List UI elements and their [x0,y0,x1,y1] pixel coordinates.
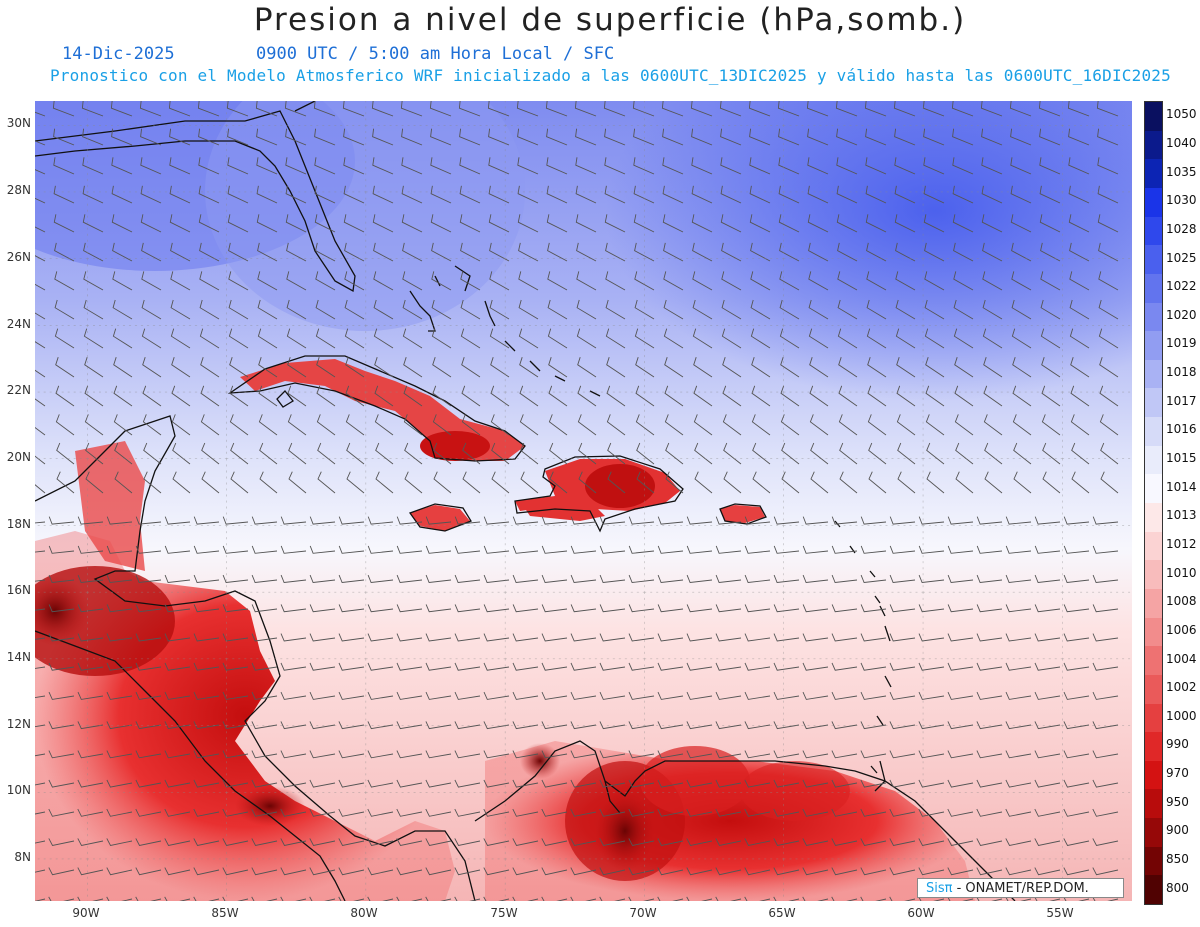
lat-label-12n: 12N [6,717,31,731]
legend-label: 1008 [1166,594,1197,609]
legend-label: 1017 [1166,393,1197,408]
legend-label: 1050 [1166,107,1197,122]
lat-label-28n: 28N [6,183,31,197]
legend-label: 1040 [1166,135,1197,150]
lat-label-10n: 10N [6,783,31,797]
lon-label-55w: 55W [1046,906,1074,920]
legend-swatch [1145,789,1162,819]
chart-title: Presion a nivel de superficie (hPa,somb.… [253,2,967,38]
legend-swatch [1145,588,1162,619]
pressure-map-svg [35,101,1132,901]
legend-swatch [1145,216,1162,246]
credit-box: Sisπ - ONAMET/REP.DOM. [917,878,1124,898]
legend-swatch [1145,760,1162,790]
legend-swatch [1145,646,1162,676]
legend-swatch [1145,159,1162,189]
lat-label-20n: 20N [6,450,31,464]
legend-swatch [1145,245,1162,275]
legend-label: 1002 [1166,680,1197,695]
legend-label: 1035 [1166,164,1197,179]
legend-swatch [1145,503,1162,533]
legend-label: 1019 [1166,336,1197,351]
legend-swatch [1145,560,1162,590]
lon-label-65w: 65W [768,906,796,920]
legend-label: 1010 [1166,565,1197,580]
legend-label: 1014 [1166,479,1197,494]
legend-swatch [1145,302,1162,332]
legend-swatch [1145,846,1162,876]
legend-label: 950 [1166,794,1189,809]
legend-swatch [1145,388,1162,418]
lat-label-8n: 8N [14,850,31,864]
legend-swatch [1145,617,1162,647]
lon-label-85w: 85W [211,906,239,920]
legend-label: 1020 [1166,307,1197,322]
legend-swatch [1145,818,1162,848]
legend-label: 970 [1166,766,1189,781]
legend-label: 1028 [1166,221,1197,236]
legend-label: 1000 [1166,708,1197,723]
legend-swatch [1145,359,1162,389]
lon-label-60w: 60W [907,906,935,920]
legend-label: 1004 [1166,651,1197,666]
legend-label: 900 [1166,823,1189,838]
credit-text: - ONAMET/REP.DOM. [952,881,1089,896]
lat-label-16n: 16N [6,583,31,597]
lat-label-14n: 14N [6,650,31,664]
lon-label-80w: 80W [350,906,378,920]
legend-swatch [1145,474,1162,504]
lat-label-26n: 26N [6,250,31,264]
legend-label: 800 [1166,880,1189,895]
legend-label: 1025 [1166,250,1197,265]
pressure-map [35,101,1132,901]
legend-swatch [1145,531,1162,561]
lon-label-70w: 70W [629,906,657,920]
legend-label: 1012 [1166,536,1197,551]
lon-label-90w: 90W [72,906,100,920]
model-info: Pronostico con el Modelo Atmosferico WRF… [50,66,1171,85]
legend-label: 850 [1166,852,1189,867]
forecast-time: 0900 UTC / 5:00 am Hora Local / SFC [256,44,615,64]
legend-swatch [1145,732,1162,762]
legend-swatch [1145,703,1162,733]
legend-swatch [1145,102,1162,132]
lat-label-24n: 24N [6,317,31,331]
legend-swatch [1145,674,1162,704]
legend-label: 1018 [1166,365,1197,380]
legend-label: 1006 [1166,622,1197,637]
legend-swatch [1145,273,1162,303]
legend-label: 1022 [1166,279,1197,294]
legend-swatch [1145,417,1162,447]
legend-swatch [1145,331,1162,361]
legend-label: 1030 [1166,193,1197,208]
lat-label-18n: 18N [6,517,31,531]
legend-label: 1013 [1166,508,1197,523]
legend-swatch [1145,875,1162,905]
legend-swatch [1145,187,1162,218]
color-legend [1144,101,1163,905]
legend-label: 990 [1166,737,1189,752]
lat-label-22n: 22N [6,383,31,397]
credit-logo: Sisπ [926,881,953,896]
legend-swatch [1145,445,1162,475]
legend-label: 1015 [1166,451,1197,466]
lat-label-30n: 30N [6,116,31,130]
forecast-date: 14-Dic-2025 [62,44,175,64]
lon-label-75w: 75W [490,906,518,920]
legend-swatch [1145,130,1162,160]
legend-label: 1016 [1166,422,1197,437]
